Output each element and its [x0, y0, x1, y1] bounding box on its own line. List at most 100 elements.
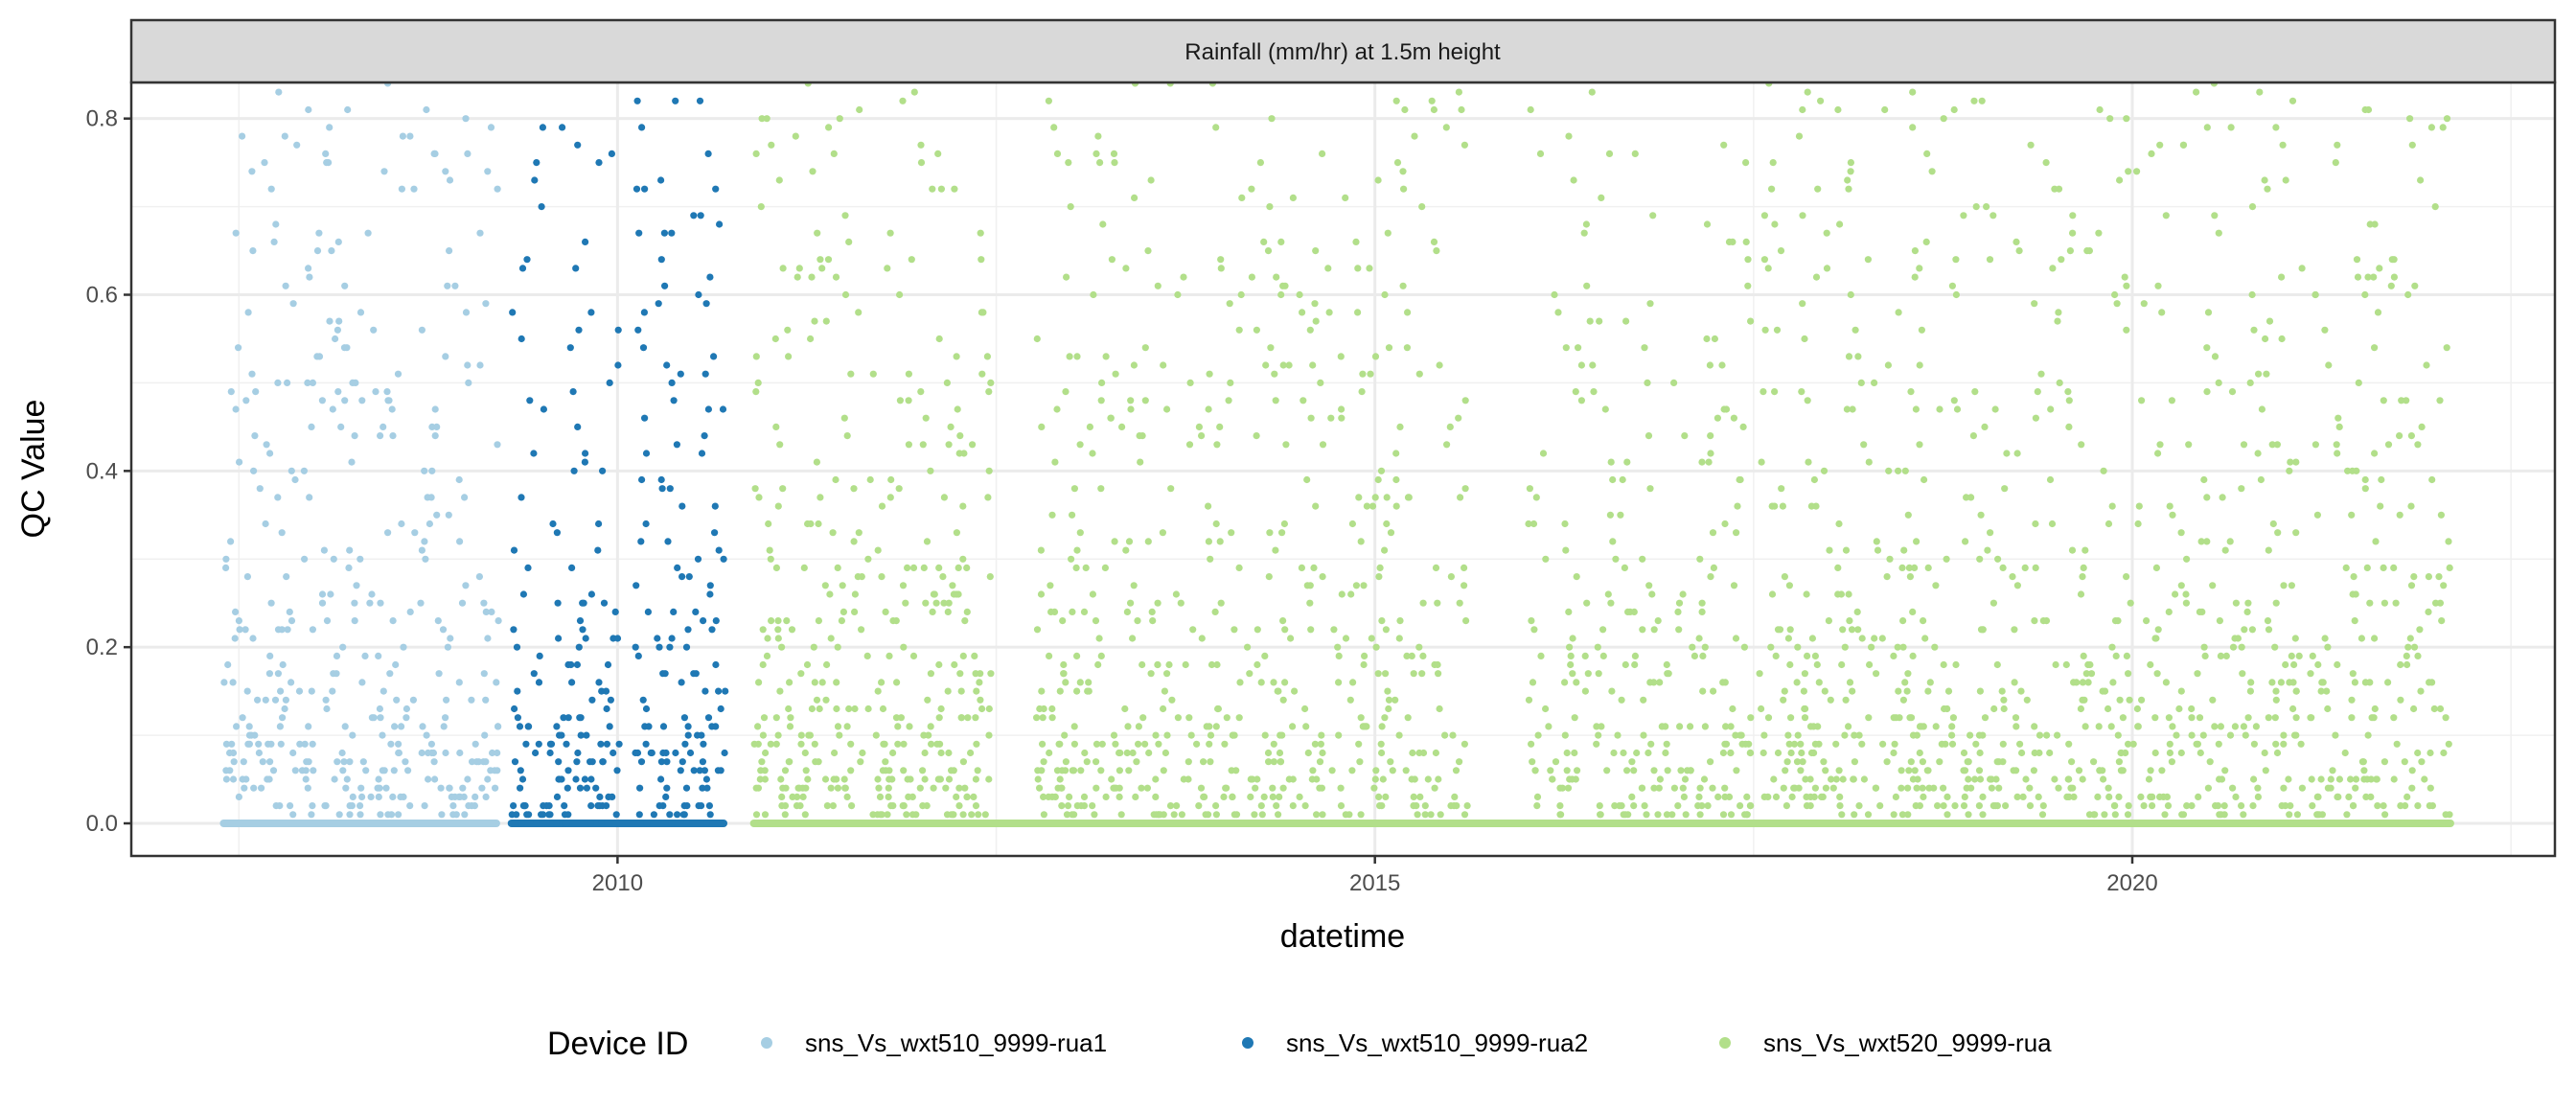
data-point [2272, 696, 2280, 704]
data-point [1053, 405, 1061, 413]
data-point [1432, 564, 1440, 572]
data-point [2156, 141, 2164, 149]
data-point [1168, 696, 1176, 704]
data-point [2280, 784, 2288, 792]
data-point [2090, 758, 2098, 766]
data-point [935, 714, 943, 722]
data-point [494, 185, 501, 193]
data-point [1051, 458, 1059, 466]
data-point [808, 273, 816, 281]
data-point [546, 749, 554, 757]
data-point [684, 626, 692, 634]
data-point [674, 564, 681, 572]
data-point [1127, 405, 1135, 413]
data-point [1446, 423, 1454, 430]
data-point [1612, 555, 1620, 563]
data-point [2058, 820, 2065, 827]
data-point [690, 212, 698, 219]
data-point [1449, 731, 1457, 739]
data-point [1207, 555, 1214, 563]
data-point [370, 714, 378, 722]
data-point [2388, 256, 2396, 264]
data-point [1131, 194, 1138, 201]
data-point [300, 467, 308, 474]
data-point [2135, 502, 2143, 510]
data-point [919, 767, 927, 774]
data-point [430, 150, 438, 157]
data-point [1820, 758, 1828, 766]
data-point [1981, 714, 1990, 722]
data-point [1639, 555, 1646, 563]
data-point [2248, 626, 2256, 634]
data-point [899, 97, 907, 104]
data-point [961, 784, 969, 792]
data-point [1928, 168, 1936, 175]
data-point [1743, 793, 1751, 801]
data-point [2263, 370, 2270, 378]
data-point [423, 105, 430, 114]
data-point [227, 388, 235, 396]
data-point [1133, 758, 1140, 766]
data-point [305, 758, 312, 766]
data-point [1999, 564, 2007, 572]
data-point [650, 811, 658, 819]
data-point [429, 749, 437, 757]
data-point [1976, 555, 1984, 563]
data-point [232, 229, 240, 237]
data-point [787, 714, 794, 722]
data-point [2343, 811, 2351, 819]
data-point [1695, 793, 1703, 801]
data-point [1461, 397, 1469, 404]
data-point [1152, 793, 1160, 801]
data-point [2347, 775, 2355, 783]
data-point [1745, 740, 1753, 748]
data-point [2353, 467, 2360, 474]
data-point [1646, 485, 1654, 493]
data-point [698, 802, 705, 810]
data-point [222, 775, 230, 783]
data-point [632, 185, 641, 193]
data-point [1883, 573, 1891, 581]
data-point [1056, 775, 1064, 783]
data-point [2034, 388, 2041, 396]
data-point [1551, 290, 1558, 299]
data-point [935, 564, 943, 572]
data-point [2094, 793, 2102, 801]
data-point [2256, 820, 2264, 827]
data-point [1904, 670, 1912, 678]
data-point [1125, 538, 1134, 545]
data-point [978, 256, 985, 264]
data-point [884, 265, 891, 272]
data-point [1722, 405, 1731, 413]
data-point [301, 555, 309, 563]
data-point [1565, 608, 1573, 616]
data-point [2404, 643, 2412, 651]
data-point [1385, 705, 1392, 713]
data-point [929, 185, 936, 193]
data-point [937, 705, 945, 713]
data-point [553, 723, 561, 730]
data-point [1252, 784, 1259, 792]
data-point [1223, 714, 1230, 722]
data-point [1159, 529, 1166, 537]
data-point [2220, 802, 2228, 810]
data-point [1904, 784, 1912, 792]
data-point [443, 696, 450, 704]
data-point [795, 265, 803, 272]
data-point [702, 820, 711, 827]
data-point [2345, 793, 2353, 801]
data-point [1302, 723, 1310, 730]
data-point [2443, 115, 2451, 123]
data-point [1347, 590, 1355, 598]
data-point [2095, 820, 2103, 827]
data-point [1719, 811, 1728, 819]
data-point [1040, 793, 1047, 801]
data-point [1229, 793, 1236, 801]
data-point [2177, 749, 2185, 757]
data-point [536, 652, 543, 660]
data-point [1909, 124, 1917, 131]
data-point [2344, 467, 2352, 474]
data-point [1266, 529, 1274, 537]
data-point [830, 150, 838, 157]
data-point [1143, 784, 1151, 792]
